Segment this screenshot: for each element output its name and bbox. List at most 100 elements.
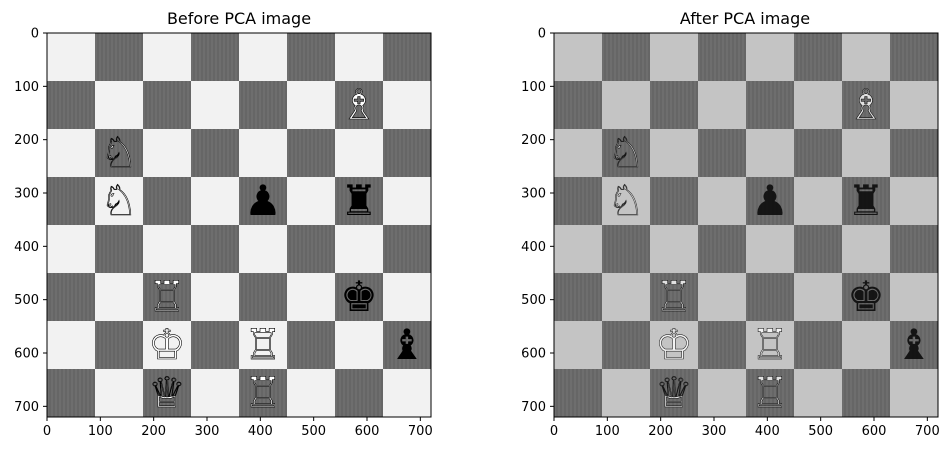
after-pca-square <box>746 81 795 130</box>
before-pca-white-queen: ♕ <box>148 368 186 417</box>
before-pca-square <box>239 273 288 322</box>
before-pca-square <box>335 177 384 226</box>
before-pca-square <box>335 369 384 418</box>
before-pca-white-knight: ♘ <box>100 176 138 225</box>
after-pca-x-axis: 0 100 200 300 400 500 600 700 <box>550 417 940 439</box>
after-pca-square <box>890 129 939 178</box>
before-pca-square <box>383 369 432 418</box>
before-pca-square <box>335 129 384 178</box>
after-pca-square <box>650 225 699 274</box>
after-pca-y-tick-label: 300 <box>521 187 546 202</box>
before-pca-x-tick-label: 300 <box>195 424 220 439</box>
after-pca-white-king: ♔ <box>655 320 693 369</box>
before-pca-square <box>335 81 384 130</box>
after-pca-square <box>554 225 603 274</box>
before-pca-square <box>143 81 192 130</box>
after-pca-black-pawn: ♟ <box>751 176 789 225</box>
before-pca-square <box>335 273 384 322</box>
after-pca-square <box>746 273 795 322</box>
after-pca-square <box>650 129 699 178</box>
before-pca-white-rook: ♖ <box>148 272 186 321</box>
after-pca-square <box>698 129 747 178</box>
after-pca-square <box>602 225 651 274</box>
before-pca-square <box>383 177 432 226</box>
before-pca-square <box>143 321 192 370</box>
before-pca-square <box>191 81 240 130</box>
after-pca-black-king: ♚ <box>847 272 885 321</box>
before-pca-axes-frame <box>46 32 432 418</box>
before-pca-white-king: ♔ <box>148 320 186 369</box>
before-pca-square <box>95 321 144 370</box>
after-pca-square <box>698 273 747 322</box>
after-pca-square <box>746 33 795 82</box>
before-pca-square <box>383 33 432 82</box>
before-pca-square <box>191 177 240 226</box>
after-pca-y-axis: 0 100 200 300 400 500 600 700 <box>521 27 554 415</box>
after-pca-square <box>602 33 651 82</box>
before-pca-square <box>191 273 240 322</box>
before-pca-square <box>191 369 240 418</box>
after-pca-square <box>650 369 699 418</box>
after-pca-square <box>602 129 651 178</box>
after-pca-square <box>602 369 651 418</box>
before-pca-square <box>191 321 240 370</box>
before-pca-y-tick-label: 0 <box>31 27 39 42</box>
before-pca-white-rook: ♖ <box>244 320 282 369</box>
before-pca-y-tick-label: 600 <box>14 347 39 362</box>
after-pca-white-rook: ♖ <box>655 272 693 321</box>
after-pca-square <box>554 33 603 82</box>
before-pca-square <box>95 273 144 322</box>
after-pca-y-tick-label: 200 <box>521 133 546 148</box>
after-pca-square <box>554 81 603 130</box>
before-pca-square <box>47 177 96 226</box>
before-pca-y-tick-label: 100 <box>14 80 39 95</box>
before-pca-square <box>95 225 144 274</box>
before-pca-white-knight: ♘ <box>100 128 138 177</box>
after-pca-square <box>698 321 747 370</box>
after-pca-x-tick-label: 400 <box>755 424 780 439</box>
after-pca-square <box>890 369 939 418</box>
before-pca-square <box>239 129 288 178</box>
before-pca-square <box>383 273 432 322</box>
after-pca-square <box>842 321 891 370</box>
after-pca-square <box>746 225 795 274</box>
before-pca-square <box>335 321 384 370</box>
before-pca-square <box>95 129 144 178</box>
after-pca-white-knight: ♘ <box>607 128 645 177</box>
before-pca-square <box>287 33 336 82</box>
before-pca-black-pawn: ♟ <box>244 176 282 225</box>
before-pca-square <box>383 321 432 370</box>
after-pca-board <box>554 33 939 418</box>
after-pca-square <box>794 177 843 226</box>
after-pca-square <box>794 33 843 82</box>
after-pca-square <box>794 129 843 178</box>
before-pca-black-king: ♚ <box>340 272 378 321</box>
after-pca-square <box>650 177 699 226</box>
after-pca-square <box>794 369 843 418</box>
before-pca-x-tick-label: 700 <box>408 424 433 439</box>
after-pca-x-tick-label: 500 <box>808 424 833 439</box>
before-pca-square <box>47 129 96 178</box>
before-pca-square <box>95 81 144 130</box>
before-pca-white-rook: ♖ <box>244 368 282 417</box>
before-pca-x-tick-label: 600 <box>355 424 380 439</box>
before-pca-square <box>287 369 336 418</box>
before-pca-square <box>143 33 192 82</box>
after-pca-square <box>554 273 603 322</box>
after-pca-square <box>698 225 747 274</box>
before-pca-y-tick-label: 300 <box>14 187 39 202</box>
before-pca-square <box>335 33 384 82</box>
before-pca-black-bishop: ♝ <box>388 320 426 369</box>
after-pca-y-tick-label: 700 <box>521 400 546 415</box>
after-pca-square <box>698 81 747 130</box>
after-pca-square <box>698 369 747 418</box>
after-pca-square <box>794 81 843 130</box>
after-pca-square <box>554 369 603 418</box>
after-pca-square <box>794 225 843 274</box>
after-pca-square <box>602 321 651 370</box>
before-pca-square <box>239 321 288 370</box>
after-pca-square <box>842 33 891 82</box>
before-pca-square <box>287 129 336 178</box>
before-pca-square <box>191 33 240 82</box>
